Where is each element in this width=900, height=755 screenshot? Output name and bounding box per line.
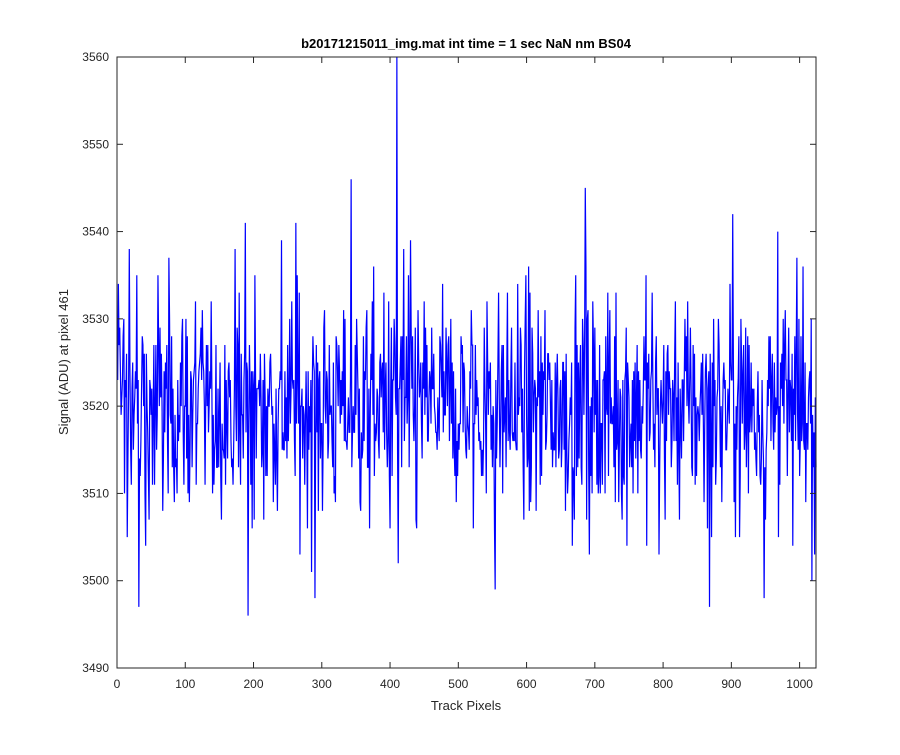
- x-tick-label: 200: [244, 677, 264, 691]
- series-layer: [117, 56, 817, 616]
- x-tick-label: 800: [653, 677, 673, 691]
- x-tick-label: 1000: [786, 677, 813, 691]
- x-tick-label: 0: [114, 677, 121, 691]
- x-tick-label: 100: [175, 677, 195, 691]
- x-tick-label: 900: [721, 677, 741, 691]
- y-tick-label: 3550: [82, 137, 109, 151]
- y-tick-label: 3520: [82, 399, 109, 413]
- x-axis-label: Track Pixels: [431, 698, 502, 713]
- x-tick-label: 500: [448, 677, 468, 691]
- x-tick-label: 300: [312, 677, 332, 691]
- y-tick-label: 3530: [82, 312, 109, 326]
- y-axis-label: Signal (ADU) at pixel 461: [56, 289, 71, 435]
- x-axis: 0 100 200 300 400 500 600 700 800 900 1000: [114, 57, 813, 691]
- y-axis: 3490 3500 3510 3520 3530 3540 3550 3560: [82, 50, 816, 675]
- y-tick-label: 3490: [82, 661, 109, 675]
- x-tick-label: 600: [517, 677, 537, 691]
- chart-title: b20171215011_img.mat int time = 1 sec Na…: [301, 36, 632, 51]
- y-tick-label: 3540: [82, 225, 109, 239]
- x-tick-label: 400: [380, 677, 400, 691]
- plot-area: [117, 57, 816, 668]
- axes-box: [116, 56, 817, 669]
- y-tick-label: 3500: [82, 574, 109, 588]
- series-line: [117, 56, 817, 616]
- y-tick-label: 3510: [82, 486, 109, 500]
- x-tick-label: 700: [585, 677, 605, 691]
- y-tick-label: 3560: [82, 50, 109, 64]
